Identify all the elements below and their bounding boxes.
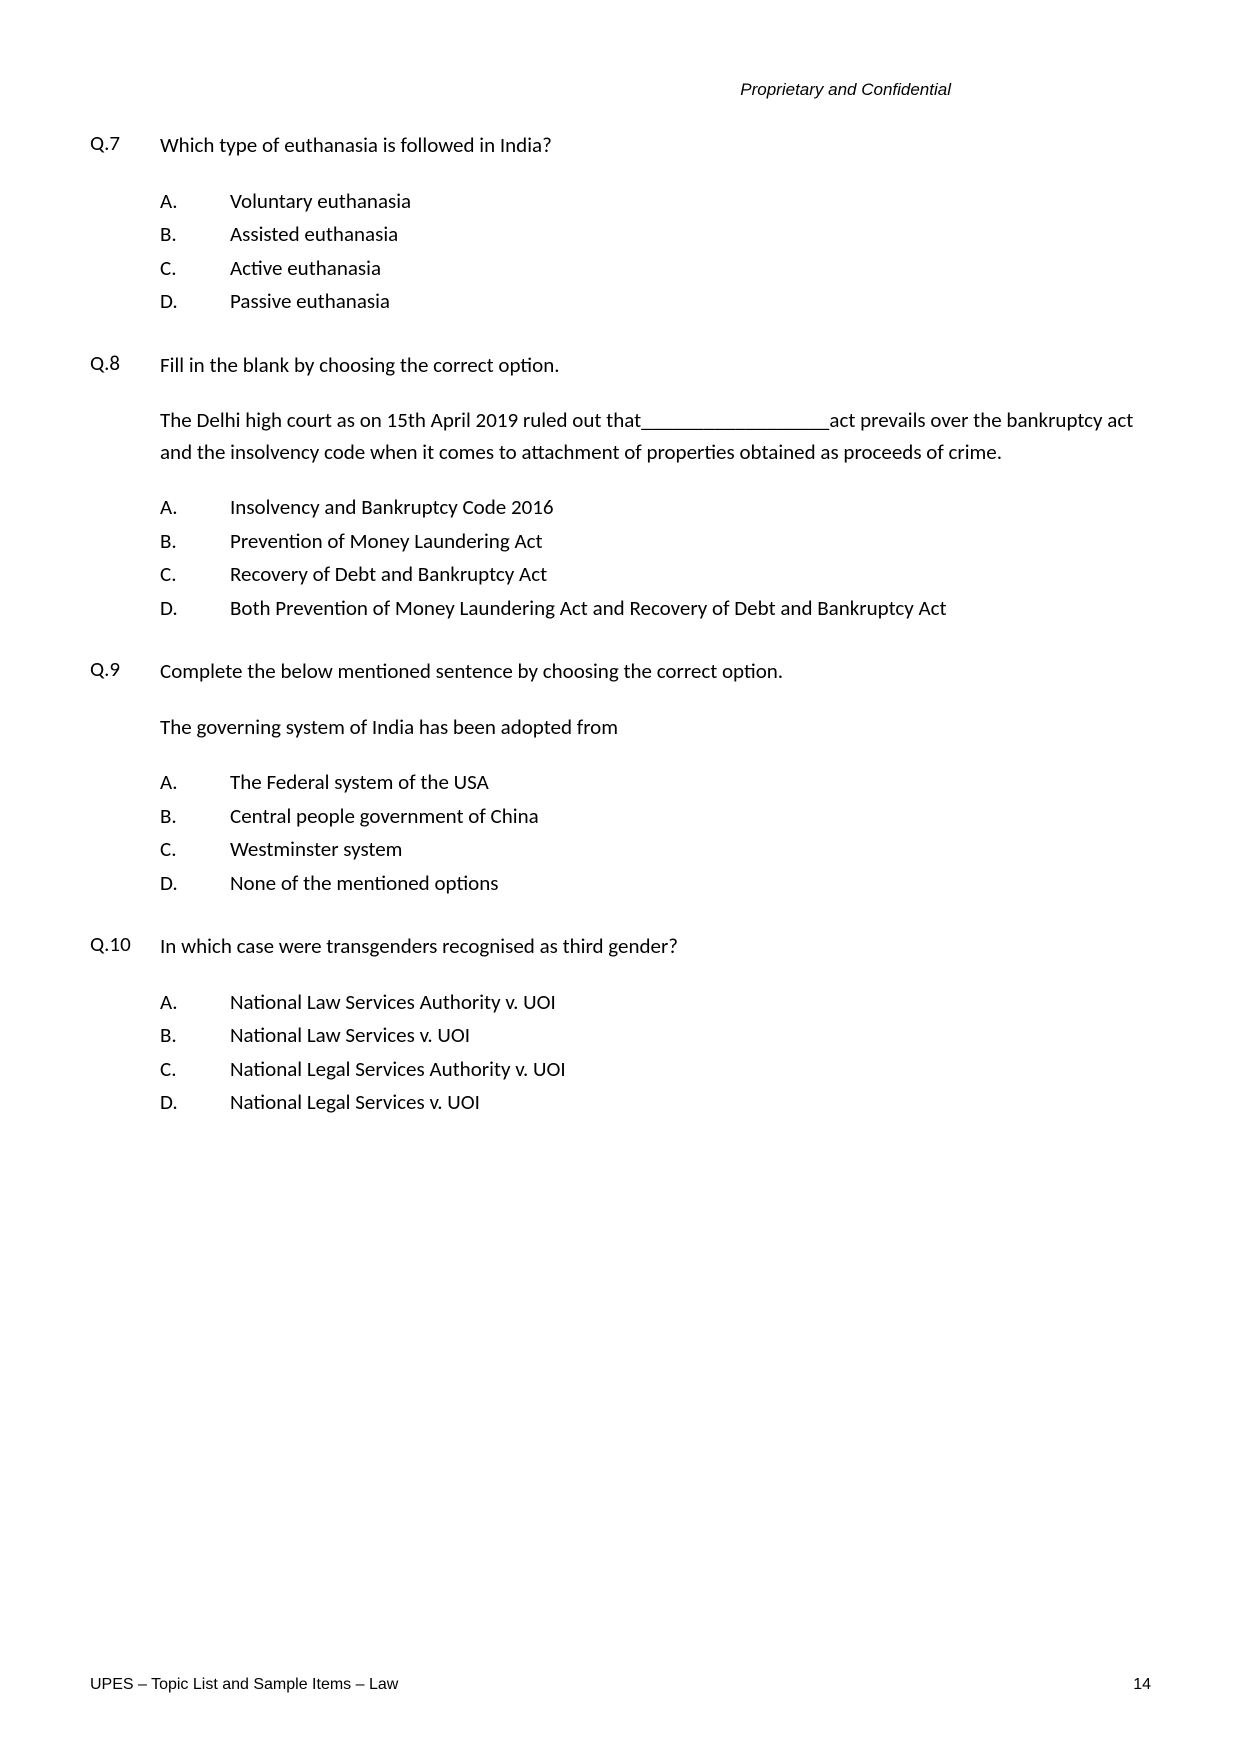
option-letter: D. — [160, 868, 230, 900]
option-row: B. Central people government of China — [160, 801, 1151, 833]
option-text: Central people government of China — [230, 801, 1151, 833]
question-text: Complete the below mentioned sentence by… — [160, 656, 1151, 688]
question-number: Q.8 — [90, 350, 160, 382]
question-10: Q.10 In which case were transgenders rec… — [90, 931, 1151, 1119]
content-area: Q.7 Which type of euthanasia is followed… — [90, 130, 1151, 1119]
options-list: A. The Federal system of the USA B. Cent… — [160, 767, 1151, 899]
option-text: Assisted euthanasia — [230, 219, 1151, 251]
page-footer: UPES – Topic List and Sample Items – Law… — [90, 1676, 1151, 1694]
option-text: Passive euthanasia — [230, 286, 1151, 318]
option-letter: A. — [160, 767, 230, 799]
option-text: None of the mentioned options — [230, 868, 1151, 900]
options-list: A. Voluntary euthanasia B. Assisted euth… — [160, 186, 1151, 318]
option-letter: B. — [160, 219, 230, 251]
question-text: In which case were transgenders recognis… — [160, 931, 1151, 963]
option-letter: A. — [160, 492, 230, 524]
option-text: Insolvency and Bankruptcy Code 2016 — [230, 492, 1151, 524]
option-row: A. Insolvency and Bankruptcy Code 2016 — [160, 492, 1151, 524]
option-row: C. Recovery of Debt and Bankruptcy Act — [160, 559, 1151, 591]
option-text: Active euthanasia — [230, 253, 1151, 285]
question-9: Q.9 Complete the below mentioned sentenc… — [90, 656, 1151, 899]
option-text: National Law Services v. UOI — [230, 1020, 1151, 1052]
option-row: D. Passive euthanasia — [160, 286, 1151, 318]
question-7: Q.7 Which type of euthanasia is followed… — [90, 130, 1151, 318]
option-row: D. Both Prevention of Money Laundering A… — [160, 593, 1151, 625]
option-row: A. National Law Services Authority v. UO… — [160, 987, 1151, 1019]
question-number: Q.10 — [90, 931, 160, 963]
option-letter: D. — [160, 286, 230, 318]
option-letter: B. — [160, 801, 230, 833]
option-text: The Federal system of the USA — [230, 767, 1151, 799]
option-letter: C. — [160, 1054, 230, 1086]
option-letter: A. — [160, 186, 230, 218]
option-row: B. Assisted euthanasia — [160, 219, 1151, 251]
question-description: The governing system of India has been a… — [160, 712, 1151, 744]
option-letter: D. — [160, 593, 230, 625]
option-row: A. Voluntary euthanasia — [160, 186, 1151, 218]
option-row: B. Prevention of Money Laundering Act — [160, 526, 1151, 558]
option-row: D. National Legal Services v. UOI — [160, 1087, 1151, 1119]
option-letter: A. — [160, 987, 230, 1019]
option-letter: C. — [160, 834, 230, 866]
option-text: Both Prevention of Money Laundering Act … — [230, 593, 1151, 625]
page-number: 14 — [1133, 1676, 1151, 1694]
confidential-header: Proprietary and Confidential — [740, 80, 951, 100]
option-text: National Legal Services Authority v. UOI — [230, 1054, 1151, 1086]
options-list: A. National Law Services Authority v. UO… — [160, 987, 1151, 1119]
option-text: National Law Services Authority v. UOI — [230, 987, 1151, 1019]
option-text: Voluntary euthanasia — [230, 186, 1151, 218]
option-letter: C. — [160, 253, 230, 285]
footer-left-text: UPES – Topic List and Sample Items – Law — [90, 1676, 398, 1694]
option-letter: B. — [160, 1020, 230, 1052]
question-8: Q.8 Fill in the blank by choosing the co… — [90, 350, 1151, 625]
option-letter: D. — [160, 1087, 230, 1119]
option-text: Prevention of Money Laundering Act — [230, 526, 1151, 558]
option-text: Recovery of Debt and Bankruptcy Act — [230, 559, 1151, 591]
question-description: The Delhi high court as on 15th April 20… — [160, 405, 1151, 468]
option-row: B. National Law Services v. UOI — [160, 1020, 1151, 1052]
option-row: C. National Legal Services Authority v. … — [160, 1054, 1151, 1086]
options-list: A. Insolvency and Bankruptcy Code 2016 B… — [160, 492, 1151, 624]
option-letter: B. — [160, 526, 230, 558]
question-number: Q.7 — [90, 130, 160, 162]
option-row: C. Westminster system — [160, 834, 1151, 866]
question-number: Q.9 — [90, 656, 160, 688]
option-row: C. Active euthanasia — [160, 253, 1151, 285]
question-text: Which type of euthanasia is followed in … — [160, 130, 1151, 162]
option-text: Westminster system — [230, 834, 1151, 866]
question-text: Fill in the blank by choosing the correc… — [160, 350, 1151, 382]
option-letter: C. — [160, 559, 230, 591]
option-row: A. The Federal system of the USA — [160, 767, 1151, 799]
option-text: National Legal Services v. UOI — [230, 1087, 1151, 1119]
option-row: D. None of the mentioned options — [160, 868, 1151, 900]
